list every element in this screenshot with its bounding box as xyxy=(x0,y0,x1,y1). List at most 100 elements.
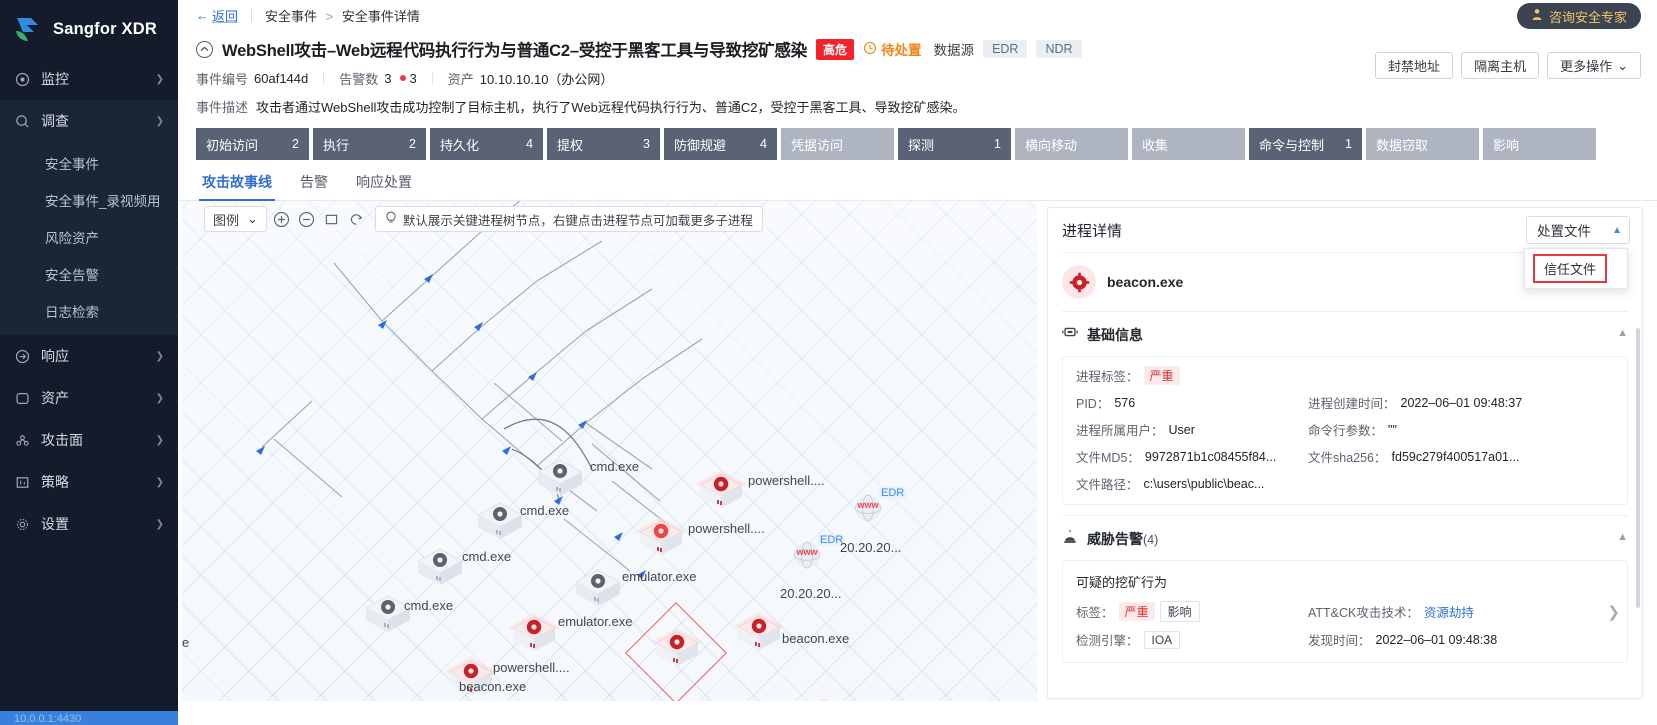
tactic-count: 4 xyxy=(526,137,533,151)
red-dot-icon xyxy=(399,75,406,81)
event-meta-row: 事件编号 60af144d 告警数 3 3 资产 10.10.10.10（办公网… xyxy=(196,64,1639,92)
sidebar-item-risk-assets[interactable]: 风险资产 xyxy=(45,230,99,246)
sidebar-item-investigate[interactable]: 调查 ❯ xyxy=(0,100,178,142)
sidebar-item-settings[interactable]: 设置 ❯ xyxy=(0,503,178,545)
asset-icon xyxy=(14,390,30,406)
sidebar-item-label: 响应 xyxy=(41,348,69,364)
edr-badge: EDR xyxy=(818,534,846,546)
brand[interactable]: Sangfor XDR xyxy=(0,0,178,58)
field-pid: PID： 576 xyxy=(1076,393,1308,412)
graph-node-process[interactable] xyxy=(572,566,624,619)
graph-node-process[interactable] xyxy=(362,592,414,645)
sidebar-item-security-alerts[interactable]: 安全告警 xyxy=(45,267,99,283)
process-detail-panel: 进程详情 处置文件 ▲ 信任文件 xyxy=(1037,201,1657,701)
divider xyxy=(1062,311,1628,312)
graph-node-process[interactable] xyxy=(797,697,851,701)
graph-node-process[interactable] xyxy=(474,499,526,552)
chevron-down-icon: ⌄ xyxy=(247,211,258,226)
sidebar-item-security-events-video[interactable]: 安全事件_录视频用 xyxy=(45,193,161,209)
isolate-host-button[interactable]: 隔离主机 xyxy=(1461,52,1540,79)
sidebar-item-security-events[interactable]: 安全事件 xyxy=(45,156,99,172)
graph-node-process[interactable] xyxy=(534,456,586,509)
tactic-label: 防御规避 xyxy=(674,137,727,153)
sidebar-item-monitor[interactable]: 监控 ❯ xyxy=(0,58,178,100)
tactic-lateral-movement[interactable]: 横向移动 xyxy=(1015,128,1128,160)
tactic-collection[interactable]: 收集 xyxy=(1132,128,1245,160)
field-value: "" xyxy=(1388,422,1397,437)
tactic-exfiltration[interactable]: 数据窃取 xyxy=(1366,128,1479,160)
tab-attack-story[interactable]: 攻击故事线 xyxy=(199,172,275,201)
detail-tabs: 攻击故事线 告警 响应处置 xyxy=(178,160,1657,201)
tactic-initial-access[interactable]: 初始访问 2 xyxy=(196,128,309,160)
field-label: 文件MD5： xyxy=(1076,451,1140,465)
field-label: 进程标签： xyxy=(1076,370,1139,384)
graph-node-network[interactable]: www EDR xyxy=(789,533,846,580)
panel-scrollbar[interactable] xyxy=(1636,328,1640,608)
dispose-file-button[interactable]: 处置文件 ▲ xyxy=(1526,216,1630,244)
field-detection-engine: 检测引擎： IOA xyxy=(1076,630,1308,649)
chevron-up-icon[interactable]: ▲ xyxy=(1617,327,1628,339)
tactic-count: 3 xyxy=(643,137,650,151)
process-tree-graph[interactable]: 图例 ⌄ xyxy=(182,201,1037,701)
sidebar-item-policy[interactable]: 策略 ❯ xyxy=(0,461,178,503)
graph-node-process[interactable] xyxy=(634,516,688,571)
graph-node-process[interactable] xyxy=(444,656,498,701)
breadcrumb-item-1[interactable]: 安全事件 xyxy=(265,8,318,24)
divider xyxy=(1062,515,1628,516)
graph-node-process[interactable] xyxy=(732,611,786,666)
graph-node-process[interactable] xyxy=(694,469,748,524)
sidebar-item-log-search[interactable]: 日志检索 xyxy=(45,304,99,320)
field-value[interactable]: 资源劫持 xyxy=(1423,606,1474,620)
zoom-in-icon[interactable] xyxy=(271,209,292,230)
block-address-button[interactable]: 封禁地址 xyxy=(1375,52,1454,79)
tactic-discovery[interactable]: 探测 1 xyxy=(898,128,1011,160)
field-value: 严重 xyxy=(1143,366,1180,385)
tactic-command-and-control[interactable]: 命令与控制 1 xyxy=(1249,128,1362,160)
threat-alert-item[interactable]: 可疑的挖矿行为 标签： 严重 影响 ATT&CK攻击技术： 资源劫持 xyxy=(1062,560,1628,663)
graph-hint-text: 默认展示关键进程树节点，右键点击进程节点可加载更多子进程 xyxy=(402,213,753,228)
tactic-execution[interactable]: 执行 2 xyxy=(313,128,426,160)
response-icon xyxy=(14,348,30,364)
dispose-file-label: 处置文件 xyxy=(1537,224,1591,239)
chevron-right-icon[interactable]: ❯ xyxy=(1607,603,1620,621)
back-button[interactable]: ← 返回 xyxy=(196,6,238,25)
attack-tactics-bar: 初始访问 2 执行 2 持久化 4 提权 3 防御规避 4 凭据访问 xyxy=(178,120,1657,160)
tab-alerts[interactable]: 告警 xyxy=(300,174,328,190)
sidebar-item-attack-surface[interactable]: 攻击面 ❯ xyxy=(0,419,178,461)
graph-zoom-controls xyxy=(271,209,367,230)
sidebar-footer-bar xyxy=(0,711,178,725)
more-actions-button[interactable]: 更多操作 ⌄ xyxy=(1547,52,1641,79)
sidebar-item-label: 设置 xyxy=(41,516,69,532)
chevron-up-icon[interactable]: ▲ xyxy=(1617,531,1628,543)
more-actions-label: 更多操作 xyxy=(1560,59,1613,74)
tab-response[interactable]: 响应处置 xyxy=(356,174,412,190)
tactic-impact[interactable]: 影响 xyxy=(1483,128,1596,160)
chevron-right-icon: ❯ xyxy=(155,350,164,362)
menu-item-trust-file[interactable]: 信任文件 xyxy=(1533,254,1608,283)
collapse-chevron-up-icon[interactable] xyxy=(196,40,213,58)
graph-node-process[interactable] xyxy=(507,612,561,667)
graph-node-process-selected[interactable] xyxy=(650,627,704,682)
zoom-out-icon[interactable] xyxy=(296,209,317,230)
graph-node-network[interactable]: www EDR xyxy=(850,486,907,533)
refresh-layout-icon[interactable] xyxy=(346,209,367,230)
chevron-right-icon: ❯ xyxy=(155,476,164,488)
field-value: c:\users\public\beac... xyxy=(1143,476,1265,491)
tactic-label: 凭据访问 xyxy=(791,137,844,153)
fit-screen-icon[interactable] xyxy=(321,209,342,230)
process-name: beacon.exe xyxy=(1107,274,1184,290)
section-header: 基础信息 ▲ xyxy=(1062,322,1628,348)
tactic-privilege-escalation[interactable]: 提权 3 xyxy=(547,128,660,160)
back-label: 返回 xyxy=(212,8,239,24)
tactic-persistence[interactable]: 持久化 4 xyxy=(430,128,543,160)
consult-expert-button[interactable]: 咨询安全专家 xyxy=(1516,3,1641,29)
sidebar-submenu-investigate: 安全事件 安全事件_录视频用 风险资产 安全告警 日志检索 xyxy=(0,142,178,335)
tactic-credential-access[interactable]: 凭据访问 xyxy=(781,128,894,160)
tactic-defense-evasion[interactable]: 防御规避 4 xyxy=(664,128,777,160)
sidebar-item-response[interactable]: 响应 ❯ xyxy=(0,335,178,377)
sidebar-item-assets[interactable]: 资产 ❯ xyxy=(0,377,178,419)
arrow-left-icon: ← xyxy=(196,7,209,23)
legend-dropdown[interactable]: 图例 ⌄ xyxy=(204,206,267,232)
graph-node-process[interactable] xyxy=(414,545,466,598)
basic-info-box: 进程标签： 严重 PID： 576 进程创建时间： xyxy=(1062,356,1628,505)
